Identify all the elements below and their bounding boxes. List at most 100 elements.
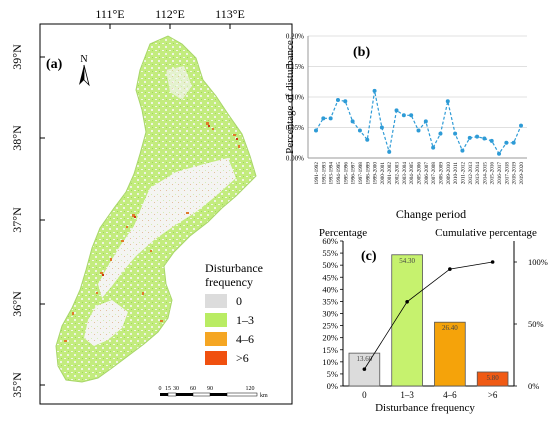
legend-title-line2: frequency [205,275,253,289]
bar-chart-right-tick-labels: 0% 50% 100% [528,257,548,391]
bar-chart-cumulative-line [362,260,495,371]
line-chart-xtick-label: 1993-1994 [329,162,335,185]
bar-chart-left-tick-label: 45% [322,272,338,282]
line-chart-point [321,116,326,121]
legend-swatch-4-6 [205,332,227,346]
bar-chart-xtick-label: >6 [488,390,498,400]
map-panel-label: (a) [46,57,63,72]
line-chart-xtick-label: 2015-2016 [490,162,496,185]
scale-tick-90: 90 [207,386,213,392]
map-ticks [40,24,231,386]
line-chart-point [394,108,399,113]
line-chart-point [460,148,465,153]
bar-chart-xtick-label: 4–6 [443,390,457,400]
line-chart-xtick-label: 2003-2004 [402,162,408,185]
bar-chart-left-tick-label: 40% [322,284,338,294]
line-chart-ytick-labels: 0.00% 0.05% 0.10% 0.15% 0.20% [286,33,304,163]
line-chart-point [350,119,355,124]
line-chart-point [423,119,428,124]
line-chart-xtick-label: 2017-2018 [504,162,510,185]
line-chart-point [431,145,436,150]
bar-chart-xtick-label: 0 [362,390,367,400]
scale-tick-60: 60 [190,386,196,392]
bar-chart-bar [391,254,423,387]
line-chart-panel: (b) Percentage of disturbance Change per… [284,33,527,221]
bar-chart-left-tick-label: 10% [322,357,338,367]
north-label: N [80,54,87,65]
scale-tick-30: 30 [173,386,179,392]
bar-chart-left-tick-label: 30% [322,309,338,319]
line-chart-xtick-label: 1995-1996 [343,162,349,185]
study-area-map [55,35,257,383]
line-chart-ytick-label: 0.10% [286,94,304,102]
line-chart-xtick-label: 1997-1998 [358,162,364,185]
bar-chart-cumulative-point [405,300,409,304]
line-chart-xtick-label: 2004-2005 [409,162,415,185]
line-chart-xtick-labels: 1991-1992 1992-1993 1993-1994 1994-1995 1995… [314,162,525,185]
line-chart-point [497,151,502,156]
line-chart-point [475,134,480,139]
scale-unit: km [260,393,268,399]
bar-chart-xtick-labels: 0 1–3 4–6 >6 [362,390,498,400]
bar-chart-xlabel: Disturbance frequency [375,402,475,414]
lat-label-38: 38°N [10,125,24,151]
line-chart-ytick-label: 0.00% [286,155,304,163]
line-chart-point [314,128,318,133]
line-chart-point [365,137,370,142]
legend-title-line1: Disturbance [205,261,263,275]
map-panel: 111°E 112°E 113°E 39°N 38°N 37°N 36°N 35… [10,7,293,405]
line-chart-point [387,149,392,154]
bar-chart-bar [434,321,466,387]
line-chart-gridlines [308,35,527,128]
bar-chart-cumulative-point [448,267,452,271]
bar-chart-right-tick-label: 50% [528,319,544,329]
line-chart-xtick-label: 2008-2009 [438,162,444,185]
line-chart-xtick-label: 2006-2007 [424,162,430,185]
line-chart-point [519,123,523,128]
line-chart-xtick-label: 2009-2010 [446,162,452,185]
scale-tick-15: 15 [165,386,171,392]
bar-chart-value-label: 26.40 [442,324,458,332]
bar-chart-left-tick-label: 0% [327,381,338,391]
bar-chart-left-tick-label: 60% [322,236,338,246]
line-chart-point [372,88,377,93]
bar-chart-right-tick-label: 0% [528,381,539,391]
line-chart-xtick-label: 2001-2002 [387,162,393,185]
legend-swatch-gt6 [205,351,227,365]
line-chart-xtick-label: 2007-2008 [431,162,437,185]
bar-chart-cumulative-point [362,367,367,371]
line-chart-xlabel: Change period [396,207,466,221]
line-chart-point [511,140,516,145]
disturbance-hotspots [64,122,240,342]
lon-label-113: 113°E [215,7,245,21]
bar-chart-panel-label: (c) [361,249,377,264]
bar-chart-left-title: Percentage [319,227,367,239]
line-chart-point [357,128,362,133]
line-chart-point [379,125,384,130]
map-legend: Disturbance frequency 0 1–3 4–6 >6 [205,261,263,365]
bar-chart-left-tick-label: 20% [322,333,338,343]
line-chart-point [453,131,458,136]
line-chart-ytick-label: 0.05% [286,124,304,132]
bar-chart-left-tick-labels: 0% 5% 10% 15% 20% 25% 30% 35% 40% 45% 50% 55% 60% [322,236,338,391]
lat-label-37: 37°N [10,207,24,233]
bar-chart-right-title: Cumulative percentage [435,227,537,239]
bar-chart-left-tick-label: 50% [322,260,338,270]
bar-chart-left-tick-label: 35% [322,296,338,306]
line-chart-point [504,140,509,145]
north-arrow-icon: N [79,54,90,87]
line-chart-xtick-label: 2005-2006 [417,162,423,185]
line-chart-xtick-label: 2014-2015 [482,162,488,185]
scale-bar: 0 15 30 60 90 120 km [159,386,269,399]
line-chart-point [482,136,487,141]
bar-chart-panel: Percentage Cumulative percentage (c) Dis… [319,227,548,414]
bar-chart-left-tick-label: 5% [327,369,338,379]
legend-swatch-0 [205,294,227,308]
line-chart-point [438,131,443,136]
line-chart-point [467,135,472,140]
bar-chart-bars: 13.60 54.30 26.40 5.80 [348,254,509,387]
lat-label-36: 36°N [10,291,24,317]
line-chart-xtick-label: 1992-1993 [321,162,327,185]
line-chart-xtick-label: 2018-2019 [512,162,518,185]
